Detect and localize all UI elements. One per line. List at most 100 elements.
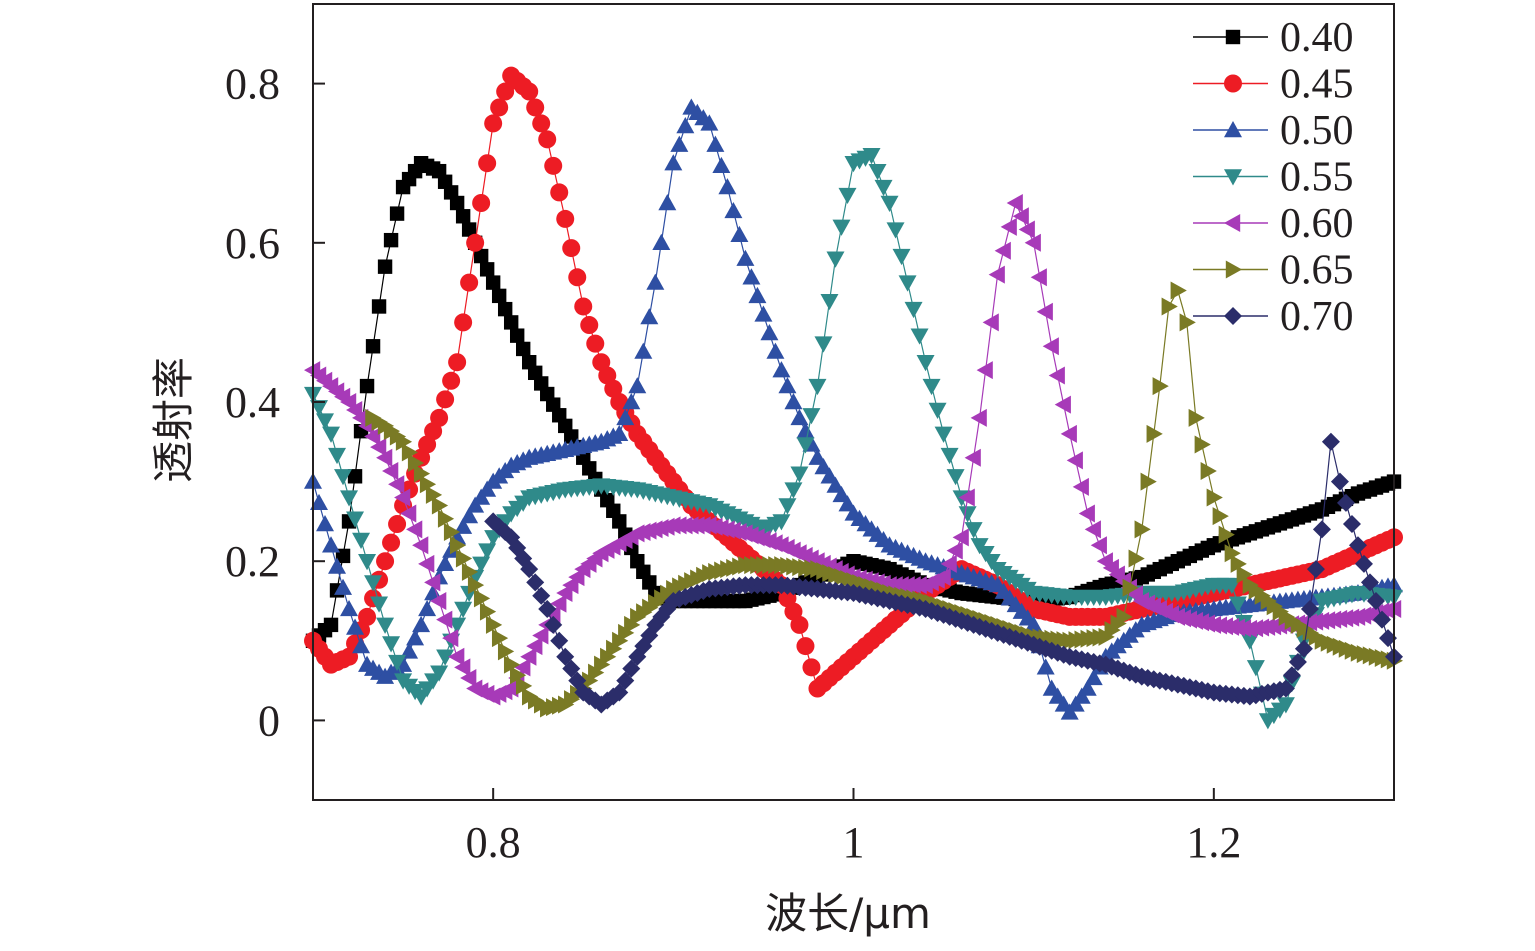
- data-point: [784, 393, 803, 410]
- data-point: [461, 562, 479, 581]
- data-point: [538, 599, 557, 618]
- data-point: [472, 194, 491, 212]
- data-point: [454, 601, 473, 618]
- data-point: [436, 649, 455, 666]
- data-point: [580, 316, 599, 335]
- data-point: [473, 248, 489, 264]
- ticks-layer: 0.8 1 1.2 0 0.2 0.4 0.6 0.8: [225, 60, 1241, 867]
- legend-label: 0.65: [1280, 248, 1354, 294]
- data-point: [766, 342, 785, 359]
- data-point: [600, 647, 617, 666]
- data-point: [550, 631, 569, 650]
- data-point: [1206, 488, 1223, 507]
- data-point: [449, 536, 467, 555]
- data-point: [910, 328, 929, 345]
- data-point: [664, 154, 683, 171]
- data-point: [538, 130, 557, 149]
- data-point: [544, 156, 563, 175]
- data-point: [382, 533, 401, 552]
- y-tick-label: 0.8: [225, 60, 280, 109]
- data-point: [346, 618, 365, 635]
- data-point: [460, 507, 479, 524]
- data-point: [1246, 660, 1265, 677]
- y-tick-label: 0.2: [225, 537, 280, 586]
- data-point: [594, 655, 611, 674]
- data-point: [430, 592, 447, 610]
- legend-marker: [1224, 169, 1242, 186]
- series-0.70: [484, 432, 1403, 714]
- data-point: [485, 615, 503, 634]
- data-point: [802, 408, 821, 425]
- data-point: [706, 135, 725, 152]
- data-point: [1084, 668, 1103, 686]
- data-point: [479, 262, 495, 277]
- data-point: [612, 514, 627, 529]
- data-point: [1072, 477, 1089, 496]
- data-point: [1146, 424, 1163, 443]
- data-point: [370, 438, 387, 457]
- data-point: [586, 334, 605, 353]
- data-point: [419, 475, 437, 494]
- data-point: [1128, 549, 1145, 568]
- data-point: [748, 286, 767, 304]
- data-point: [406, 629, 425, 646]
- data-point: [407, 454, 425, 473]
- legend-label: 0.50: [1280, 108, 1354, 154]
- data-point: [1152, 377, 1169, 396]
- data-point: [994, 241, 1011, 260]
- data-point: [388, 515, 407, 534]
- data-point: [502, 528, 521, 547]
- series-0.55: [304, 148, 1403, 730]
- data-point: [1078, 679, 1097, 696]
- legend-entry-0.50: 0.50: [1193, 108, 1354, 154]
- data-point: [478, 154, 497, 173]
- legend-marker: [1225, 29, 1241, 45]
- data-point: [772, 361, 791, 378]
- data-point: [670, 135, 689, 152]
- data-point: [400, 642, 419, 659]
- data-point: [790, 408, 809, 426]
- data-point: [388, 654, 407, 672]
- data-point: [491, 629, 509, 648]
- data-point: [491, 288, 507, 304]
- data-point: [568, 568, 585, 587]
- data-point: [790, 615, 809, 634]
- data-point: [958, 488, 975, 507]
- data-point: [346, 400, 363, 419]
- data-point: [916, 355, 935, 372]
- x-tick-label: 1: [843, 818, 865, 867]
- data-point: [334, 469, 353, 486]
- data-point: [1060, 424, 1077, 443]
- data-point: [544, 605, 561, 624]
- data-point: [1078, 504, 1095, 523]
- data-point: [526, 573, 545, 592]
- data-point: [646, 273, 665, 290]
- data-point: [1000, 217, 1017, 236]
- data-point: [754, 305, 773, 322]
- data-point: [1054, 395, 1071, 414]
- data-point: [394, 488, 411, 507]
- data-point: [442, 629, 459, 648]
- data-point: [448, 647, 465, 666]
- data-point: [454, 517, 473, 534]
- data-point: [874, 179, 893, 197]
- data-point: [562, 576, 579, 595]
- data-point: [1042, 337, 1059, 356]
- x-axis-title: 波长/μm: [765, 889, 931, 938]
- data-point: [1354, 554, 1373, 573]
- data-point: [371, 299, 387, 314]
- data-point: [377, 259, 393, 274]
- data-point: [940, 447, 959, 465]
- data-point: [640, 308, 659, 325]
- data-point: [1018, 220, 1035, 239]
- y-tick-label: 0.4: [225, 378, 280, 427]
- data-point: [760, 324, 779, 341]
- data-point: [1194, 435, 1211, 454]
- data-point: [532, 114, 551, 133]
- data-point: [796, 437, 815, 454]
- data-point: [652, 233, 671, 250]
- legend-label: 0.55: [1280, 155, 1354, 201]
- data-point: [544, 615, 563, 634]
- data-point: [430, 665, 449, 682]
- y-axis-title: 透射率: [149, 357, 198, 483]
